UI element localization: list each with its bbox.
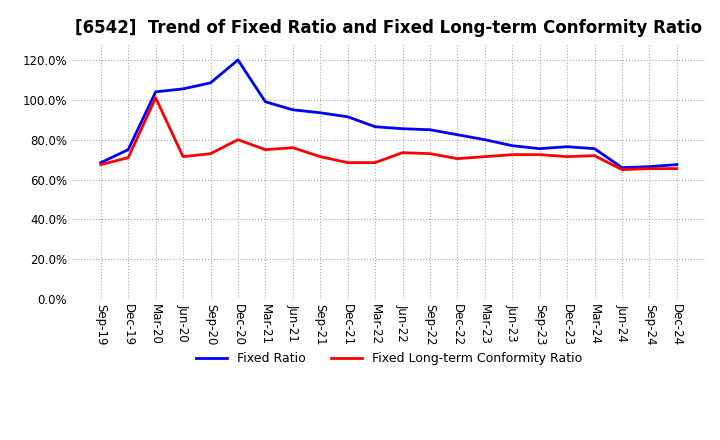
Fixed Long-term Conformity Ratio xyxy=(343,160,352,165)
Fixed Long-term Conformity Ratio xyxy=(563,154,572,159)
Fixed Ratio xyxy=(426,127,434,132)
Legend: Fixed Ratio, Fixed Long-term Conformity Ratio: Fixed Ratio, Fixed Long-term Conformity … xyxy=(191,347,587,370)
Fixed Ratio xyxy=(563,144,572,149)
Fixed Ratio xyxy=(536,146,544,151)
Fixed Long-term Conformity Ratio xyxy=(179,154,187,159)
Fixed Long-term Conformity Ratio xyxy=(206,151,215,156)
Title: [6542]  Trend of Fixed Ratio and Fixed Long-term Conformity Ratio: [6542] Trend of Fixed Ratio and Fixed Lo… xyxy=(75,19,703,37)
Fixed Long-term Conformity Ratio xyxy=(480,154,489,159)
Fixed Ratio xyxy=(371,124,379,129)
Line: Fixed Long-term Conformity Ratio: Fixed Long-term Conformity Ratio xyxy=(101,98,677,169)
Fixed Long-term Conformity Ratio xyxy=(672,166,681,171)
Fixed Ratio xyxy=(316,110,325,115)
Fixed Long-term Conformity Ratio xyxy=(645,166,654,171)
Fixed Ratio xyxy=(96,160,105,165)
Fixed Ratio xyxy=(672,162,681,167)
Line: Fixed Ratio: Fixed Ratio xyxy=(101,60,677,168)
Fixed Long-term Conformity Ratio xyxy=(536,152,544,157)
Fixed Ratio xyxy=(508,143,516,148)
Fixed Long-term Conformity Ratio xyxy=(289,145,297,150)
Fixed Ratio xyxy=(206,80,215,85)
Fixed Ratio xyxy=(645,164,654,169)
Fixed Long-term Conformity Ratio xyxy=(453,156,462,161)
Fixed Ratio xyxy=(233,57,242,62)
Fixed Long-term Conformity Ratio xyxy=(398,150,407,155)
Fixed Long-term Conformity Ratio xyxy=(96,162,105,167)
Fixed Ratio xyxy=(261,99,270,104)
Fixed Long-term Conformity Ratio xyxy=(426,151,434,156)
Fixed Ratio xyxy=(343,114,352,119)
Fixed Long-term Conformity Ratio xyxy=(261,147,270,152)
Fixed Ratio xyxy=(480,137,489,142)
Fixed Long-term Conformity Ratio xyxy=(151,95,160,100)
Fixed Long-term Conformity Ratio xyxy=(590,153,599,158)
Fixed Ratio xyxy=(124,147,132,152)
Fixed Long-term Conformity Ratio xyxy=(316,154,325,159)
Fixed Ratio xyxy=(151,89,160,95)
Fixed Long-term Conformity Ratio xyxy=(233,137,242,142)
Fixed Ratio xyxy=(590,146,599,151)
Fixed Ratio xyxy=(618,165,626,170)
Fixed Long-term Conformity Ratio xyxy=(508,152,516,157)
Fixed Long-term Conformity Ratio xyxy=(371,160,379,165)
Fixed Ratio xyxy=(289,107,297,113)
Fixed Long-term Conformity Ratio xyxy=(618,167,626,172)
Fixed Ratio xyxy=(453,132,462,137)
Fixed Long-term Conformity Ratio xyxy=(124,155,132,160)
Fixed Ratio xyxy=(398,126,407,132)
Fixed Ratio xyxy=(179,86,187,92)
